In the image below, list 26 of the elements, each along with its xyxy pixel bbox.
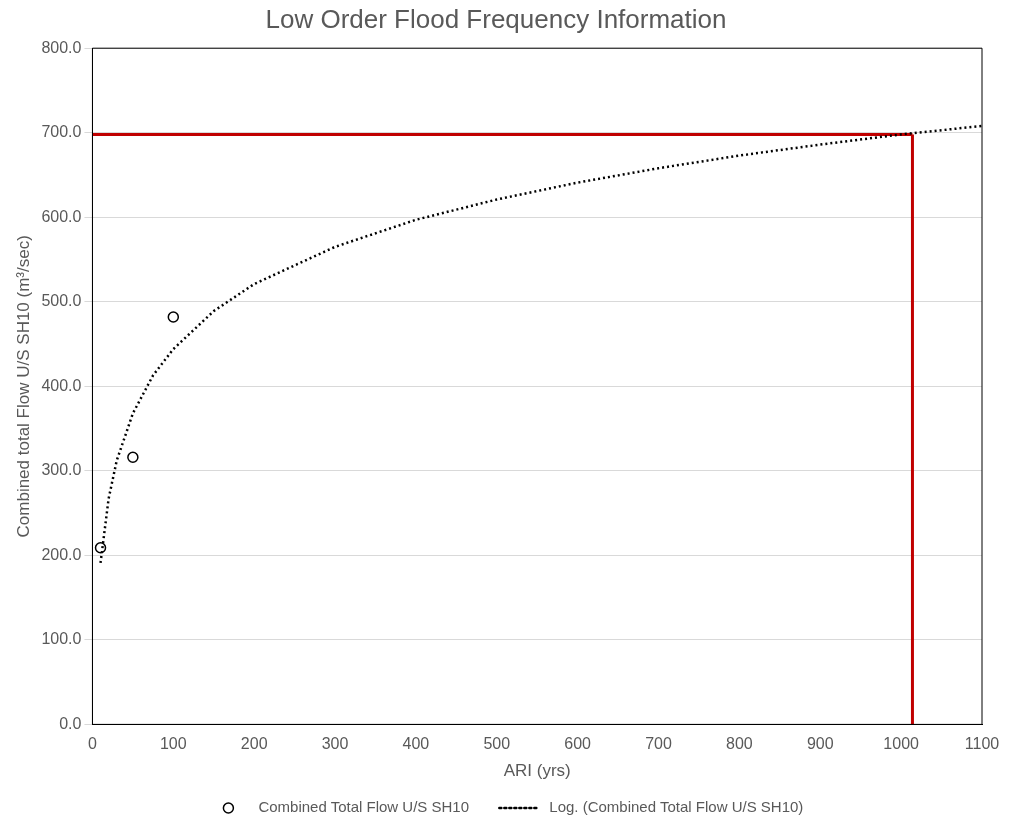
y-tick-label: 600.0 <box>41 207 82 225</box>
x-tick-label: 900 <box>806 735 834 753</box>
y-tick-label: 200.0 <box>41 545 82 563</box>
x-tick-label: 100 <box>159 735 187 753</box>
chart-title: Low Order Flood Frequency Information <box>265 3 727 34</box>
y-tick-label: 400.0 <box>41 376 82 394</box>
x-tick-label: 400 <box>402 735 430 753</box>
y-axis-title: Combined total Flow U/S SH10 (m³/sec) <box>13 235 33 538</box>
y-tick-label: 800.0 <box>41 38 82 56</box>
y-tick-label: 300.0 <box>41 461 82 479</box>
x-tick-label: 800 <box>726 735 753 753</box>
x-tick-label: 1000 <box>883 735 920 753</box>
x-tick-label: 700 <box>645 735 672 753</box>
x-tick-label: 600 <box>564 735 592 753</box>
x-tick-label: 200 <box>240 735 268 753</box>
legend-label: Log. (Combined Total Flow U/S SH10) <box>549 798 804 816</box>
x-tick-label: 300 <box>321 735 349 753</box>
legend-label: Combined Total Flow U/S SH10 <box>258 798 470 816</box>
y-tick-label: 0.0 <box>59 714 82 732</box>
x-tick-label: 1100 <box>964 735 1000 753</box>
y-tick-label: 700.0 <box>41 123 82 141</box>
y-tick-label: 100.0 <box>41 630 82 648</box>
x-axis-title: ARI (yrs) <box>503 761 571 781</box>
y-tick-label: 500.0 <box>41 292 82 310</box>
x-tick-label: 0 <box>87 735 97 753</box>
x-tick-label: 500 <box>483 735 511 753</box>
